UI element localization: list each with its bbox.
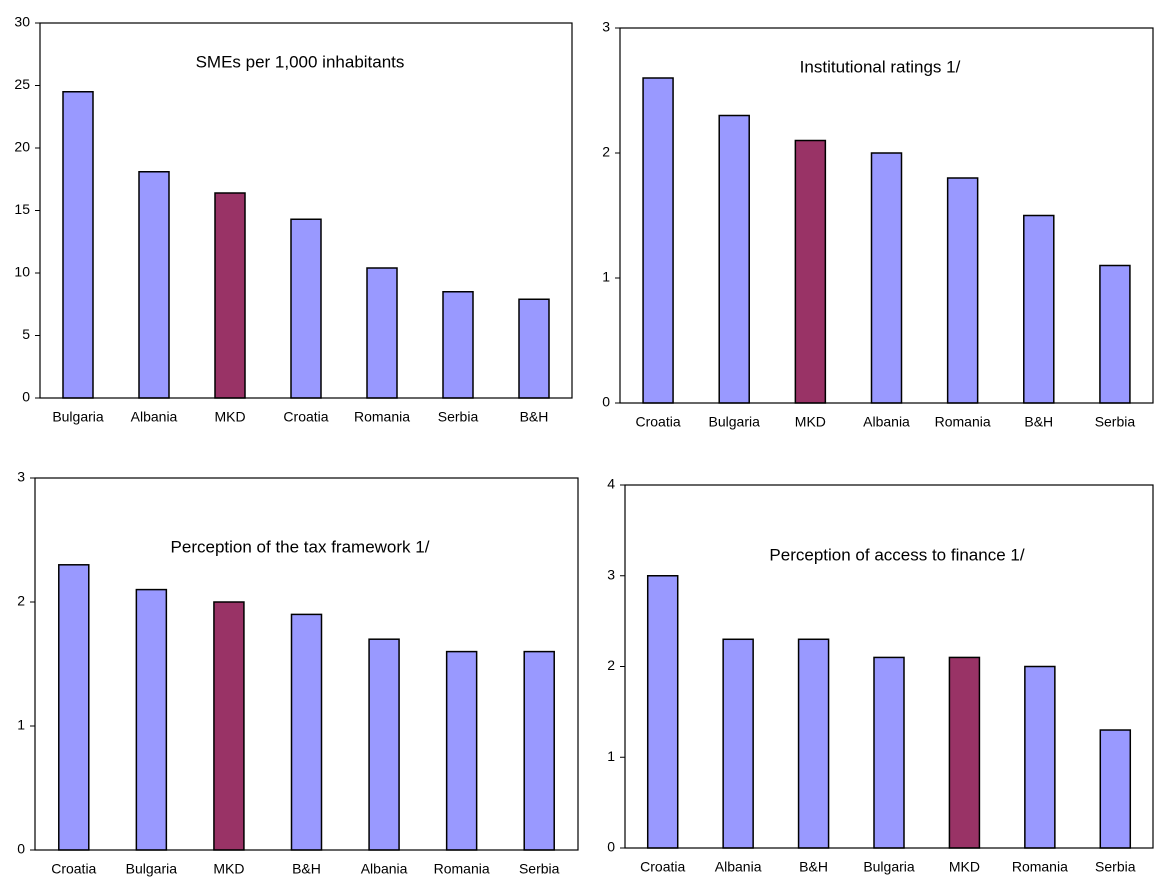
bar (445, 650, 478, 851)
bar (214, 192, 246, 399)
bar (58, 564, 90, 851)
chart-title: Perception of access to finance 1/ (769, 545, 1024, 564)
y-tick-label: 25 (14, 76, 30, 92)
bar (290, 218, 322, 399)
chart-title: Institutional ratings 1/ (800, 57, 961, 76)
x-tick-label: B&H (799, 859, 828, 875)
bar (135, 588, 168, 851)
y-tick-label: 0 (607, 839, 615, 855)
x-tick-label: B&H (292, 861, 321, 877)
x-tick-label: Romania (434, 861, 490, 877)
y-tick-label: 30 (14, 14, 30, 30)
x-tick-label: Romania (1012, 859, 1068, 875)
x-tick-label: MKD (213, 861, 244, 877)
x-tick-label: Albania (863, 414, 910, 430)
bar (718, 114, 750, 404)
x-tick-label: B&H (520, 409, 549, 425)
x-tick-label: MKD (795, 414, 826, 430)
x-tick-label: Bulgaria (863, 859, 915, 875)
y-tick-label: 3 (607, 566, 615, 582)
x-tick-label: Serbia (438, 409, 479, 425)
x-tick-label: Croatia (283, 409, 328, 425)
bar (873, 656, 905, 849)
x-tick-label: Bulgaria (52, 409, 104, 425)
x-tick-label: MKD (949, 859, 980, 875)
bar (523, 650, 555, 851)
x-tick-label: Romania (935, 414, 991, 430)
y-tick-label: 5 (22, 326, 30, 342)
x-tick-label: Serbia (1095, 414, 1136, 430)
bar (1024, 665, 1056, 849)
x-tick-label: Croatia (636, 414, 681, 430)
x-tick-label: Albania (715, 859, 762, 875)
x-tick-label: Albania (131, 409, 178, 425)
x-tick-label: Romania (354, 409, 410, 425)
y-tick-label: 3 (602, 19, 610, 35)
bar (1099, 264, 1131, 404)
y-tick-label: 0 (602, 394, 610, 410)
bar (870, 152, 903, 404)
plot-frame (39, 22, 573, 399)
y-tick-label: 1 (607, 748, 615, 764)
x-tick-label: MKD (214, 409, 245, 425)
y-tick-label: 2 (602, 144, 610, 160)
x-tick-label: Serbia (519, 861, 560, 877)
bar (1023, 214, 1055, 404)
y-tick-label: 4 (607, 476, 615, 492)
chart-title: Perception of the tax framework 1/ (171, 537, 430, 556)
bar (794, 139, 827, 404)
bar (518, 298, 550, 399)
bar (646, 575, 679, 849)
x-tick-label: Croatia (640, 859, 685, 875)
y-tick-label: 0 (22, 389, 30, 405)
x-tick-label: Bulgaria (126, 861, 178, 877)
chart-title: SMEs per 1,000 inhabitants (196, 52, 405, 71)
bar (1099, 729, 1132, 849)
bar (213, 601, 245, 851)
plot-frame (624, 484, 1154, 849)
y-tick-label: 2 (17, 593, 25, 609)
bar (366, 267, 398, 399)
bar (642, 77, 674, 404)
y-tick-label: 0 (17, 841, 25, 857)
x-tick-label: Albania (361, 861, 408, 877)
bar (948, 656, 981, 849)
bar (722, 638, 754, 849)
y-tick-label: 1 (17, 717, 25, 733)
y-tick-label: 20 (14, 139, 30, 155)
y-tick-label: 10 (14, 264, 30, 280)
bar (138, 171, 170, 399)
bar (797, 638, 830, 849)
bar (368, 638, 400, 851)
x-tick-label: Serbia (1095, 859, 1136, 875)
x-tick-label: B&H (1024, 414, 1053, 430)
y-tick-label: 2 (607, 657, 615, 673)
y-tick-label: 1 (602, 269, 610, 285)
bar (946, 177, 979, 404)
bar (290, 613, 323, 851)
y-tick-label: 3 (17, 469, 25, 485)
plot-frame (34, 477, 579, 851)
x-tick-label: Croatia (51, 861, 96, 877)
bar (442, 291, 474, 399)
y-tick-label: 15 (14, 201, 30, 217)
bar (62, 91, 94, 399)
x-tick-label: Bulgaria (709, 414, 761, 430)
plot-frame (619, 27, 1154, 404)
